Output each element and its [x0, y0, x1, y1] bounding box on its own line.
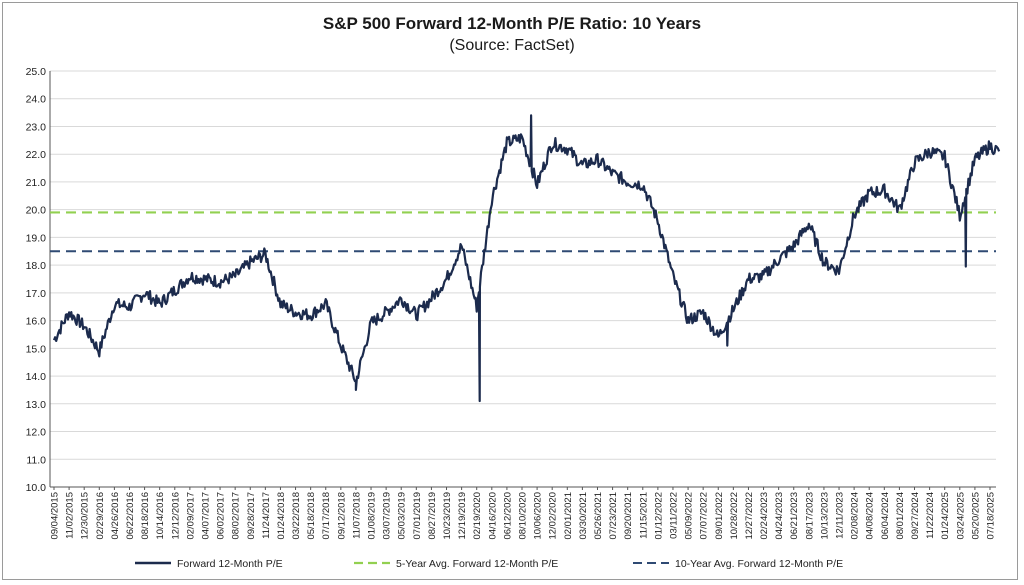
x-tick-label: 07/17/2018 — [321, 492, 332, 540]
x-tick-label: 02/24/2023 — [759, 492, 770, 540]
x-tick-label: 08/02/2017 — [231, 492, 242, 540]
legend-five-year-average-label: 5-Year Avg. Forward 12-Month P/E — [396, 558, 558, 570]
x-tick-label: 01/24/2025 — [940, 492, 951, 540]
x-tick-label: 08/10/2020 — [518, 492, 529, 540]
x-tick-label: 05/03/2019 — [397, 492, 408, 540]
x-tick-label: 07/07/2022 — [699, 492, 710, 540]
y-tick-label: 17.0 — [26, 288, 47, 300]
x-tick-label: 04/16/2020 — [487, 492, 498, 540]
x-tick-label: 06/04/2024 — [880, 492, 891, 540]
x-tick-label: 03/22/2018 — [291, 492, 302, 540]
x-tick-label: 10/28/2022 — [729, 492, 740, 540]
y-tick-label: 24.0 — [26, 94, 47, 106]
x-tick-label: 11/07/2018 — [351, 492, 362, 539]
y-tick-label: 23.0 — [26, 121, 47, 133]
x-tick-label: 04/24/2023 — [774, 492, 785, 540]
x-tick-label: 06/22/2016 — [125, 492, 136, 540]
x-tick-label: 01/12/2022 — [653, 492, 664, 540]
x-tick-label: 09/04/2015 — [50, 492, 61, 540]
x-tick-label: 06/02/2017 — [216, 492, 227, 540]
x-tick-label: 09/12/2018 — [336, 492, 347, 540]
x-tick-label: 09/20/2021 — [623, 492, 634, 540]
x-tick-label: 08/01/2024 — [895, 492, 906, 540]
x-tick-label: 09/28/2017 — [246, 492, 257, 540]
x-tick-label: 09/01/2022 — [714, 492, 725, 540]
x-tick-label: 07/18/2025 — [986, 492, 997, 540]
x-tick-label: 07/23/2021 — [608, 492, 619, 540]
x-tick-label: 02/19/2020 — [472, 492, 483, 540]
x-tick-label: 10/23/2019 — [442, 492, 453, 540]
x-tick-label: 01/08/2019 — [367, 492, 378, 540]
chart-subtitle: (Source: FactSet) — [449, 37, 575, 54]
x-tick-label: 06/21/2023 — [789, 492, 800, 540]
x-tick-label: 10/14/2016 — [155, 492, 166, 540]
x-tick-label: 10/06/2020 — [533, 492, 544, 540]
x-tick-label: 05/20/2025 — [970, 492, 981, 540]
x-tick-label: 12/27/2022 — [744, 492, 755, 540]
y-tick-label: 22.0 — [26, 149, 47, 161]
x-tick-label: 06/12/2020 — [502, 492, 513, 540]
x-tick-label: 01/24/2018 — [276, 492, 287, 540]
chart-title: S&P 500 Forward 12-Month P/E Ratio: 10 Y… — [322, 14, 702, 33]
x-tick-label: 05/26/2021 — [593, 492, 604, 540]
y-tick-label: 19.0 — [26, 232, 47, 244]
y-tick-label: 21.0 — [26, 177, 47, 189]
legend-ten-year-average-label: 10-Year Avg. Forward 12-Month P/E — [675, 558, 843, 570]
y-tick-label: 25.0 — [26, 66, 47, 78]
x-tick-label: 08/18/2016 — [140, 492, 151, 540]
x-tick-label: 08/17/2023 — [804, 492, 815, 540]
y-tick-label: 18.0 — [26, 260, 47, 272]
x-tick-label: 03/24/2025 — [955, 492, 966, 540]
x-tick-label: 02/29/2016 — [95, 492, 106, 540]
x-tick-label: 10/13/2023 — [819, 492, 830, 540]
x-tick-label: 04/08/2024 — [865, 492, 876, 540]
legend-forward-pe-label: Forward 12-Month P/E — [177, 558, 283, 570]
x-tick-label: 12/12/2016 — [170, 492, 181, 540]
x-tick-label: 04/26/2016 — [110, 492, 121, 540]
x-tick-label: 02/09/2017 — [185, 492, 196, 540]
x-tick-label: 11/24/2017 — [261, 492, 272, 539]
x-tick-label: 12/11/2023 — [835, 492, 846, 539]
x-tick-label: 02/08/2024 — [850, 492, 861, 540]
x-tick-label: 05/18/2018 — [306, 492, 317, 540]
y-tick-label: 20.0 — [26, 205, 47, 217]
x-tick-label: 04/07/2017 — [200, 492, 211, 540]
y-tick-label: 14.0 — [26, 371, 47, 383]
x-tick-label: 08/27/2019 — [427, 492, 438, 540]
x-tick-label: 12/02/2020 — [548, 492, 559, 540]
y-tick-label: 16.0 — [26, 316, 47, 328]
x-tick-label: 02/01/2021 — [563, 492, 574, 540]
x-tick-label: 11/22/2024 — [925, 492, 936, 539]
y-tick-label: 13.0 — [26, 399, 47, 411]
x-tick-label: 11/15/2021 — [638, 492, 649, 539]
x-tick-label: 09/27/2024 — [910, 492, 921, 540]
x-tick-label: 05/09/2022 — [684, 492, 695, 540]
y-tick-label: 12.0 — [26, 427, 47, 439]
x-tick-label: 11/02/2015 — [65, 492, 76, 539]
x-tick-label: 07/01/2019 — [412, 492, 423, 540]
y-tick-label: 11.0 — [26, 454, 46, 466]
y-tick-label: 15.0 — [26, 343, 47, 355]
forward-pe-series-line — [52, 114, 1001, 403]
x-tick-label: 03/30/2021 — [578, 492, 589, 540]
x-tick-label: 03/11/2022 — [668, 492, 679, 539]
y-tick-label: 10.0 — [26, 482, 47, 494]
x-tick-label: 12/30/2015 — [80, 492, 91, 540]
x-tick-label: 12/19/2019 — [457, 492, 468, 540]
x-tick-label: 03/07/2019 — [382, 492, 393, 540]
